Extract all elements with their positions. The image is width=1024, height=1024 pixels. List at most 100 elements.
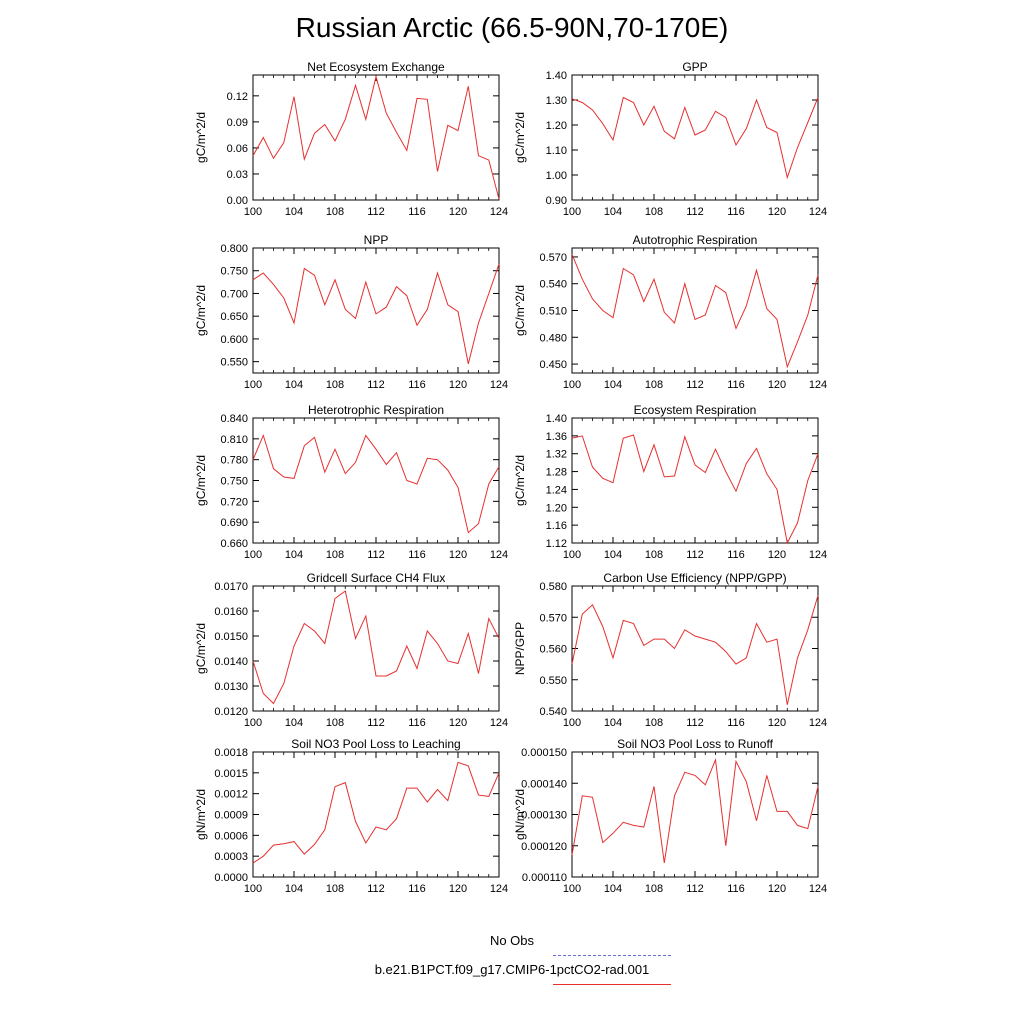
panel-2-series-line	[571, 96, 819, 180]
panel-9-ytick-label: 0.0000	[214, 872, 248, 884]
panel-2-xtick-label: 120	[768, 206, 786, 218]
panel-3-title: NPP	[364, 233, 389, 247]
panel-7-xtick-label: 108	[326, 717, 344, 729]
panel-6-ytick-label: 1.12	[546, 538, 567, 550]
panel-3-ylabel: gC/m^2/d	[194, 285, 208, 336]
panel-6-ytick-label: 1.28	[546, 467, 567, 479]
panel-4-xtick-label: 108	[645, 379, 663, 391]
panel-7-ytick-label: 0.0140	[214, 656, 248, 668]
panel-7-title: Gridcell Surface CH4 Flux	[307, 571, 446, 585]
panel-8-xtick-label: 116	[727, 717, 745, 729]
panel-4-ytick-label: 0.450	[539, 359, 567, 371]
panel-6-ytick-label: 1.16	[546, 520, 567, 532]
panel-7-ylabel: gC/m^2/d	[194, 623, 208, 674]
panel-10-ytick-label: 0.000150	[521, 747, 567, 759]
panel-6-xtick-label: 104	[604, 549, 622, 561]
panel-6-xtick-label: 124	[809, 549, 827, 561]
panel-4-ytick-label: 0.480	[539, 332, 567, 344]
panel-5-ytick-label: 0.780	[220, 455, 248, 467]
panel-9-series-line	[252, 761, 500, 864]
panel-1-xtick-label: 116	[408, 206, 426, 218]
panel-3-xtick-label: 100	[244, 379, 262, 391]
panel-1-xtick-label: 108	[326, 206, 344, 218]
panel-10-ytick-label: 0.000110	[522, 872, 567, 884]
panel-9-ytick-label: 0.0015	[214, 768, 248, 780]
panel-10-xtick-label: 104	[604, 883, 622, 895]
panel-1-title: Net Ecosystem Exchange	[307, 60, 445, 74]
panel-3-xtick-label: 124	[490, 379, 508, 391]
panel-8-ytick-label: 0.550	[539, 675, 567, 687]
panel-4-xtick-label: 104	[604, 379, 622, 391]
panel-8-xtick-label: 120	[768, 717, 786, 729]
panel-6-xtick-label: 112	[686, 549, 704, 561]
panel-4-ytick-label: 0.540	[539, 279, 567, 291]
panel-1-ytick-label: 0.09	[227, 117, 248, 129]
panel-2-xtick-label: 104	[604, 206, 622, 218]
panel-3-ytick-label: 0.650	[220, 311, 248, 323]
panel-9-title: Soil NO3 Pool Loss to Leaching	[291, 737, 460, 751]
panel-9-frame	[252, 751, 500, 878]
panel-2-title: GPP	[682, 60, 707, 74]
panel-1-frame	[252, 74, 500, 201]
panel-9-ytick-label: 0.0003	[214, 851, 248, 863]
panel-7-ytick-label: 0.0120	[214, 706, 248, 718]
panel-7-xtick-label: 124	[490, 717, 508, 729]
panel-8-title: Carbon Use Efficiency (NPP/GPP)	[603, 571, 786, 585]
panel-6-ytick-label: 1.24	[546, 484, 567, 496]
panel-4-xtick-label: 120	[768, 379, 786, 391]
panel-2-xtick-label: 116	[727, 206, 745, 218]
panel-5-xtick-label: 104	[285, 549, 303, 561]
panel-5-ytick-label: 0.840	[220, 413, 248, 425]
panel-10-xtick-label: 124	[809, 883, 827, 895]
panel-3-xtick-label: 120	[449, 379, 467, 391]
panel-2-xtick-label: 112	[686, 206, 704, 218]
panel-1-xtick-label: 120	[449, 206, 467, 218]
legend-model-line	[553, 984, 671, 985]
panel-10-ytick-label: 0.000140	[521, 778, 567, 790]
panel-1-ytick-label: 0.06	[227, 143, 248, 155]
panel-5-xtick-label: 120	[449, 549, 467, 561]
panel-10-ytick-label: 0.000130	[521, 810, 567, 822]
panel-5-frame	[252, 417, 500, 544]
panel-3-ytick-label: 0.700	[220, 288, 248, 300]
panel-10-ylabel: gN/m^2/d	[513, 789, 527, 840]
panel-3-ytick-label: 0.800	[220, 243, 248, 255]
panel-2-xtick-label: 124	[809, 206, 827, 218]
panel-9-ytick-label: 0.0018	[214, 747, 248, 759]
panel-9-xtick-label: 112	[367, 883, 385, 895]
panel-2-ytick-label: 1.20	[546, 120, 567, 132]
panel-1-ytick-label: 0.03	[227, 169, 248, 181]
panel-2-ytick-label: 1.30	[546, 95, 567, 107]
panel-4-title: Autotrophic Respiration	[633, 233, 758, 247]
panel-5-xtick-label: 112	[367, 549, 385, 561]
panel-5-xtick-label: 108	[326, 549, 344, 561]
panel-9-xtick-label: 120	[449, 883, 467, 895]
panel-3-series-line	[252, 263, 500, 365]
panel-6-xtick-label: 120	[768, 549, 786, 561]
panel-6-xtick-label: 100	[563, 549, 581, 561]
panel-2-frame	[571, 74, 819, 201]
panel-5-xtick-label: 124	[490, 549, 508, 561]
panel-7-ytick-label: 0.0170	[214, 581, 248, 593]
panel-2-xtick-label: 100	[563, 206, 581, 218]
panel-3-xtick-label: 104	[285, 379, 303, 391]
panel-5-ylabel: gC/m^2/d	[194, 455, 208, 506]
panel-4-xtick-label: 100	[563, 379, 581, 391]
panel-7-xtick-label: 100	[244, 717, 262, 729]
panel-9-ylabel: gN/m^2/d	[194, 789, 208, 840]
panel-10-series-line	[571, 757, 819, 863]
panel-6-xtick-label: 108	[645, 549, 663, 561]
panel-6-ylabel: gC/m^2/d	[513, 455, 527, 506]
panel-7-frame	[252, 585, 500, 712]
panel-9-xtick-label: 100	[244, 883, 262, 895]
panel-7-xtick-label: 104	[285, 717, 303, 729]
panel-2-ylabel: gC/m^2/d	[513, 112, 527, 163]
panel-10-xtick-label: 120	[768, 883, 786, 895]
panel-4-xtick-label: 124	[809, 379, 827, 391]
panel-5-ytick-label: 0.660	[220, 538, 248, 550]
panel-8-frame	[571, 585, 819, 712]
panel-7-xtick-label: 120	[449, 717, 467, 729]
panel-6-ytick-label: 1.20	[546, 502, 567, 514]
panel-9-xtick-label: 116	[408, 883, 426, 895]
panel-8-ytick-label: 0.570	[539, 612, 567, 624]
